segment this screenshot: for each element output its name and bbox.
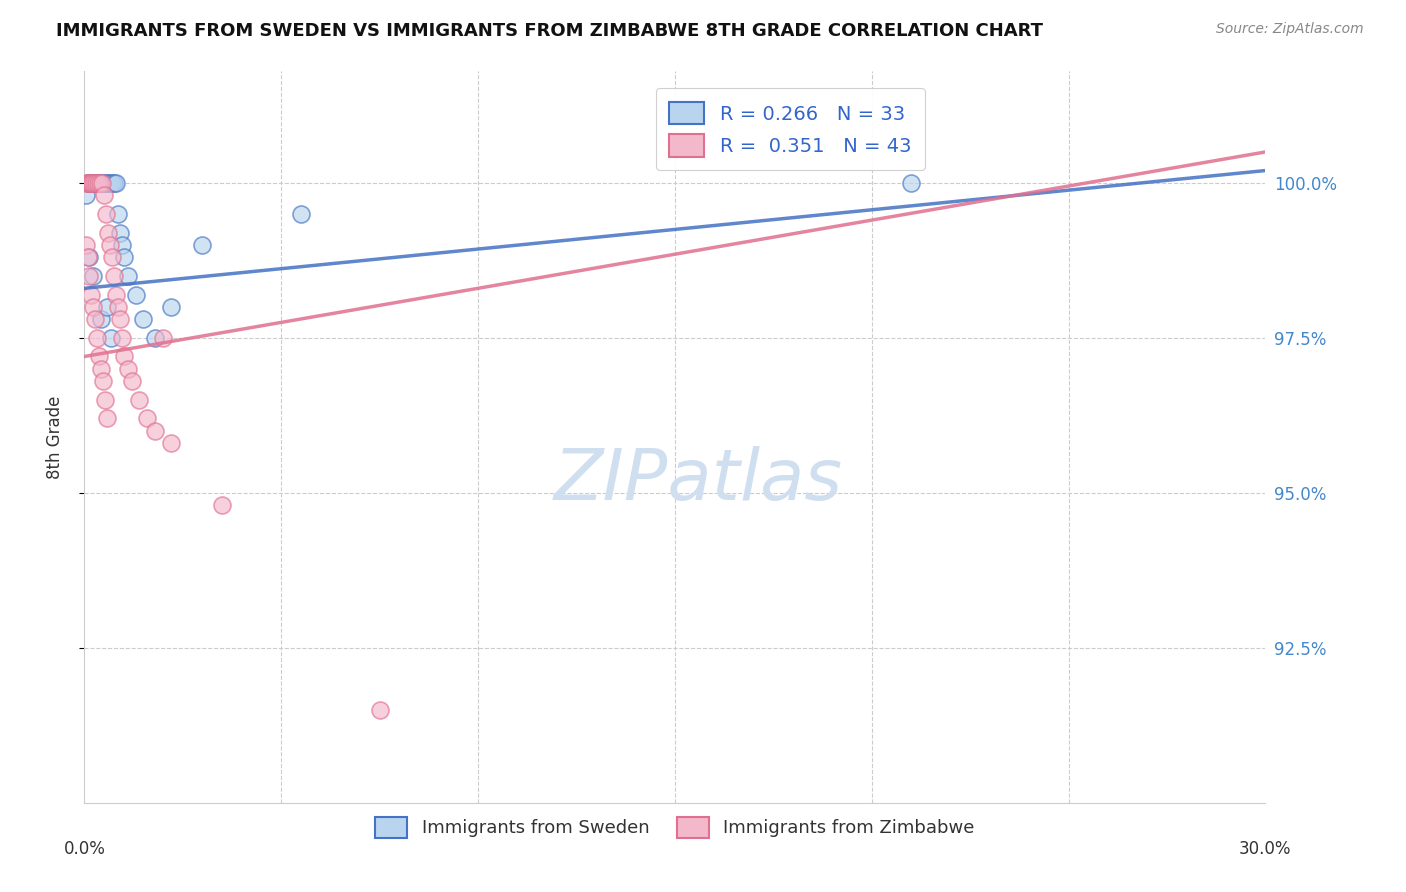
Point	[84, 176, 107, 190]
Point	[112, 250, 135, 264]
Point	[80, 176, 103, 190]
Point	[82, 176, 104, 190]
Point	[87, 176, 110, 190]
Point	[132, 312, 155, 326]
Point	[900, 176, 922, 190]
Point	[79, 176, 101, 190]
Point	[77, 250, 100, 264]
Point	[112, 350, 135, 364]
Point	[77, 176, 100, 190]
Point	[91, 176, 114, 190]
Text: IMMIGRANTS FROM SWEDEN VS IMMIGRANTS FROM ZIMBABWE 8TH GRADE CORRELATION CHART: IMMIGRANTS FROM SWEDEN VS IMMIGRANTS FRO…	[56, 22, 1043, 40]
Point	[87, 176, 110, 190]
Point	[143, 331, 166, 345]
Legend: Immigrants from Sweden, Immigrants from Zimbabwe: Immigrants from Sweden, Immigrants from …	[368, 810, 981, 845]
Point	[77, 176, 100, 190]
Point	[111, 238, 134, 252]
Point	[368, 703, 391, 717]
Point	[121, 374, 143, 388]
Point	[93, 188, 115, 202]
Point	[90, 362, 112, 376]
Point	[101, 250, 124, 264]
Point	[108, 312, 131, 326]
Text: ZIPatlas: ZIPatlas	[554, 447, 844, 516]
Point	[98, 238, 121, 252]
Point	[82, 176, 104, 190]
Point	[290, 207, 312, 221]
Point	[191, 238, 214, 252]
Text: 30.0%: 30.0%	[1239, 840, 1292, 858]
Point	[90, 312, 112, 326]
Point	[107, 207, 129, 221]
Point	[117, 362, 139, 376]
Point	[75, 176, 97, 190]
Point	[86, 331, 108, 345]
Point	[94, 392, 117, 407]
Point	[84, 176, 107, 190]
Y-axis label: 8th Grade: 8th Grade	[45, 395, 63, 479]
Point	[76, 250, 98, 264]
Point	[117, 268, 139, 283]
Point	[94, 207, 117, 221]
Point	[91, 374, 114, 388]
Point	[80, 287, 103, 301]
Point	[91, 176, 114, 190]
Point	[111, 331, 134, 345]
Point	[104, 287, 127, 301]
Point	[103, 176, 125, 190]
Point	[100, 331, 122, 345]
Point	[107, 300, 129, 314]
Point	[211, 498, 233, 512]
Point	[83, 176, 105, 190]
Text: 0.0%: 0.0%	[63, 840, 105, 858]
Point	[89, 176, 111, 190]
Point	[94, 176, 117, 190]
Point	[124, 287, 146, 301]
Point	[136, 411, 159, 425]
Point	[93, 176, 115, 190]
Point	[77, 268, 100, 283]
Point	[79, 176, 101, 190]
Point	[75, 238, 97, 252]
Text: Source: ZipAtlas.com: Source: ZipAtlas.com	[1216, 22, 1364, 37]
Point	[96, 300, 118, 314]
Point	[96, 411, 118, 425]
Point	[152, 331, 174, 345]
Point	[160, 436, 183, 450]
Point	[89, 176, 111, 190]
Point	[103, 268, 125, 283]
Point	[128, 392, 150, 407]
Point	[97, 226, 120, 240]
Point	[83, 176, 105, 190]
Point	[89, 350, 111, 364]
Point	[75, 188, 97, 202]
Point	[82, 300, 104, 314]
Point	[143, 424, 166, 438]
Point	[97, 176, 120, 190]
Point	[77, 176, 100, 190]
Point	[108, 226, 131, 240]
Point	[84, 312, 107, 326]
Point	[104, 176, 127, 190]
Point	[98, 176, 121, 190]
Point	[82, 268, 104, 283]
Point	[160, 300, 183, 314]
Point	[101, 176, 124, 190]
